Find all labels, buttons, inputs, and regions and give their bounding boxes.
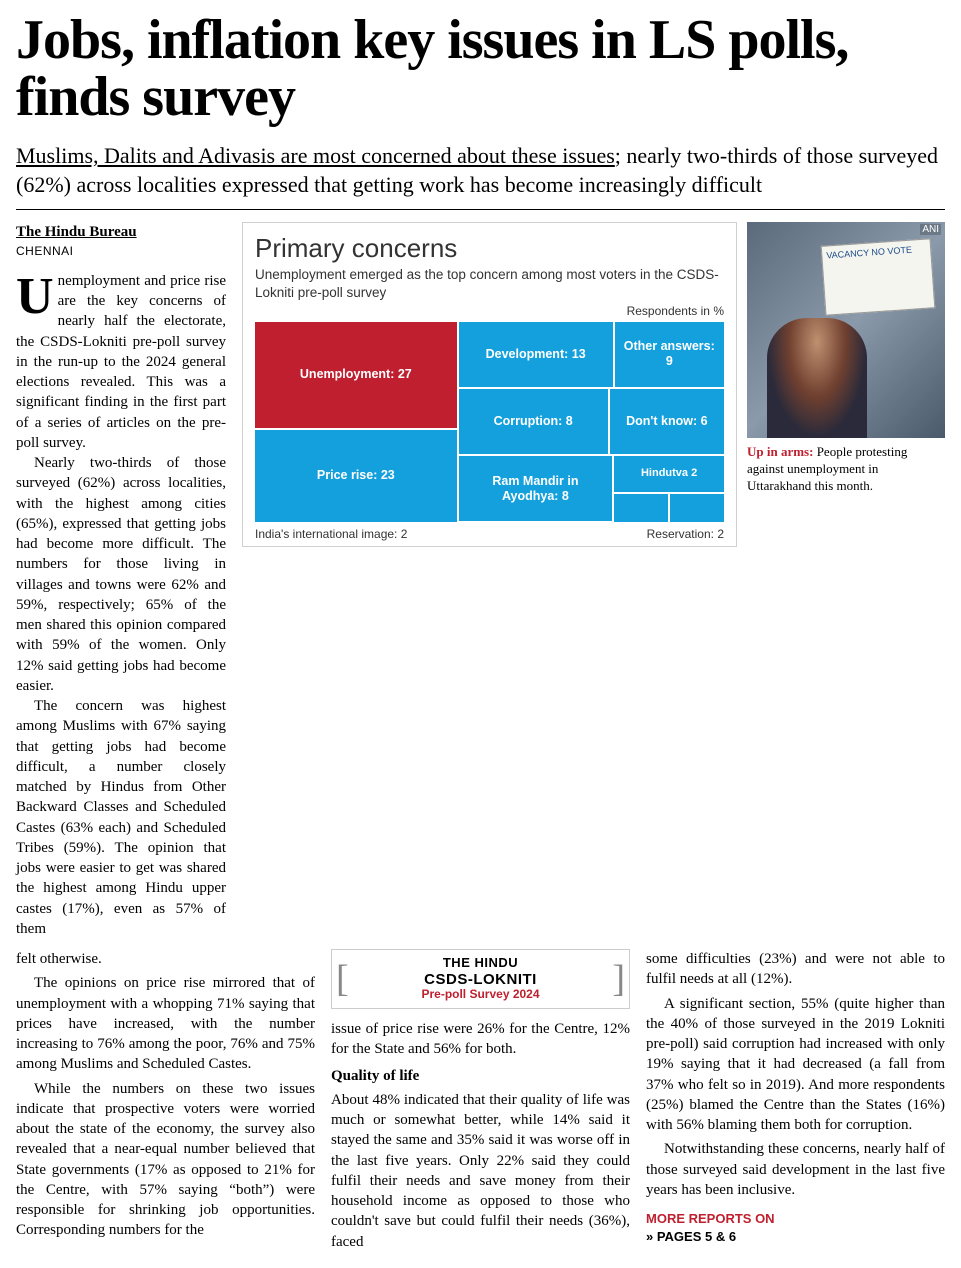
body-p5: The opinions on price rise mirrored that… (16, 973, 315, 1074)
footnote-left: India's international image: 2 (255, 527, 407, 541)
treemap: Unemployment: 27 Price rise: 23 Developm… (255, 322, 724, 522)
photo-sign: VACANCY NO VOTE (821, 239, 936, 317)
subhead-quality: Quality of life (331, 1066, 630, 1086)
logo-line3: Pre-poll Survey 2024 (349, 988, 613, 1002)
column-2: felt otherwise. The opinions on price ri… (16, 949, 315, 1256)
protest-photo: ANI VACANCY NO VOTE (747, 222, 945, 438)
cell-other: Other answers: 9 (615, 322, 724, 387)
divider (16, 209, 945, 210)
body-p11: Notwithstanding these concerns, nearly h… (646, 1139, 945, 1200)
cell-unemployment: Unemployment: 27 (255, 322, 457, 428)
cell-ram-mandir: Ram Mandir in Ayodhya: 8 (459, 456, 613, 521)
body-p6: While the numbers on these two issues in… (16, 1079, 315, 1241)
cell-price-rise: Price rise: 23 (255, 430, 457, 522)
column-4: some difficulties (23%) and were not abl… (646, 949, 945, 1256)
more-reports-label: MORE REPORTS ON (646, 1210, 945, 1228)
headline: Jobs, inflation key issues in LS polls, … (16, 12, 945, 126)
body-p1: Unemployment and price rise are the key … (16, 271, 226, 453)
article-page: Jobs, inflation key issues in LS polls, … (0, 0, 961, 1268)
infographic-area: Primary concerns Unemployment emerged as… (242, 222, 945, 939)
cell-dont-know: Don't know: 6 (610, 389, 724, 454)
dateline: CHENNAI (16, 243, 226, 259)
bracket-left: [ (336, 964, 349, 994)
logo-line1: THE HINDU (349, 956, 613, 971)
standfirst: Muslims, Dalits and Adivasis are most co… (16, 142, 945, 199)
top-row: The Hindu Bureau CHENNAI Unemployment an… (16, 222, 945, 939)
chart-subtitle: Unemployment emerged as the top concern … (255, 266, 724, 301)
cell-development: Development: 13 (459, 322, 613, 387)
photo-person (767, 318, 867, 438)
photo-block: ANI VACANCY NO VOTE Up in arms: People p… (747, 222, 945, 939)
cell-tiny-row (614, 494, 724, 522)
chart-title: Primary concerns (255, 233, 724, 264)
logo-line2: CSDS-LOKNITI (349, 971, 613, 988)
treemap-chart: Primary concerns Unemployment emerged as… (242, 222, 737, 546)
column-3: [ THE HINDU CSDS-LOKNITI Pre-poll Survey… (331, 949, 630, 1256)
standfirst-underlined: Muslims, Dalits and Adivasis are most co… (16, 143, 615, 168)
body-p8: About 48% indicated that their quality o… (331, 1090, 630, 1252)
body-p3: The concern was highest among Muslims wi… (16, 696, 226, 939)
body-p2: Nearly two-thirds of those surveyed (62%… (16, 453, 226, 696)
byline: The Hindu Bureau (16, 222, 226, 242)
chart-footnotes: India's international image: 2 Reservati… (255, 527, 724, 541)
column-1: The Hindu Bureau CHENNAI Unemployment an… (16, 222, 226, 939)
more-reports-pages: » PAGES 5 & 6 (646, 1228, 945, 1246)
footnote-right: Reservation: 2 (647, 527, 724, 541)
respondents-label: Respondents in % (255, 304, 724, 318)
caption-lead: Up in arms: (747, 444, 813, 459)
body-p9: some difficulties (23%) and were not abl… (646, 949, 945, 990)
cell-corruption: Corruption: 8 (459, 389, 608, 454)
photo-credit: ANI (920, 224, 941, 235)
survey-logo: [ THE HINDU CSDS-LOKNITI Pre-poll Survey… (331, 949, 630, 1009)
bracket-right: ] (612, 964, 625, 994)
body-p10: A significant section, 55% (quite higher… (646, 994, 945, 1136)
body-p7: issue of price rise were 26% for the Cen… (331, 1019, 630, 1060)
body-p4: felt otherwise. (16, 949, 315, 969)
cell-hindutva: Hindutva 2 (614, 456, 724, 492)
body-columns: felt otherwise. The opinions on price ri… (16, 949, 945, 1256)
photo-caption: Up in arms: People protesting against un… (747, 444, 945, 495)
